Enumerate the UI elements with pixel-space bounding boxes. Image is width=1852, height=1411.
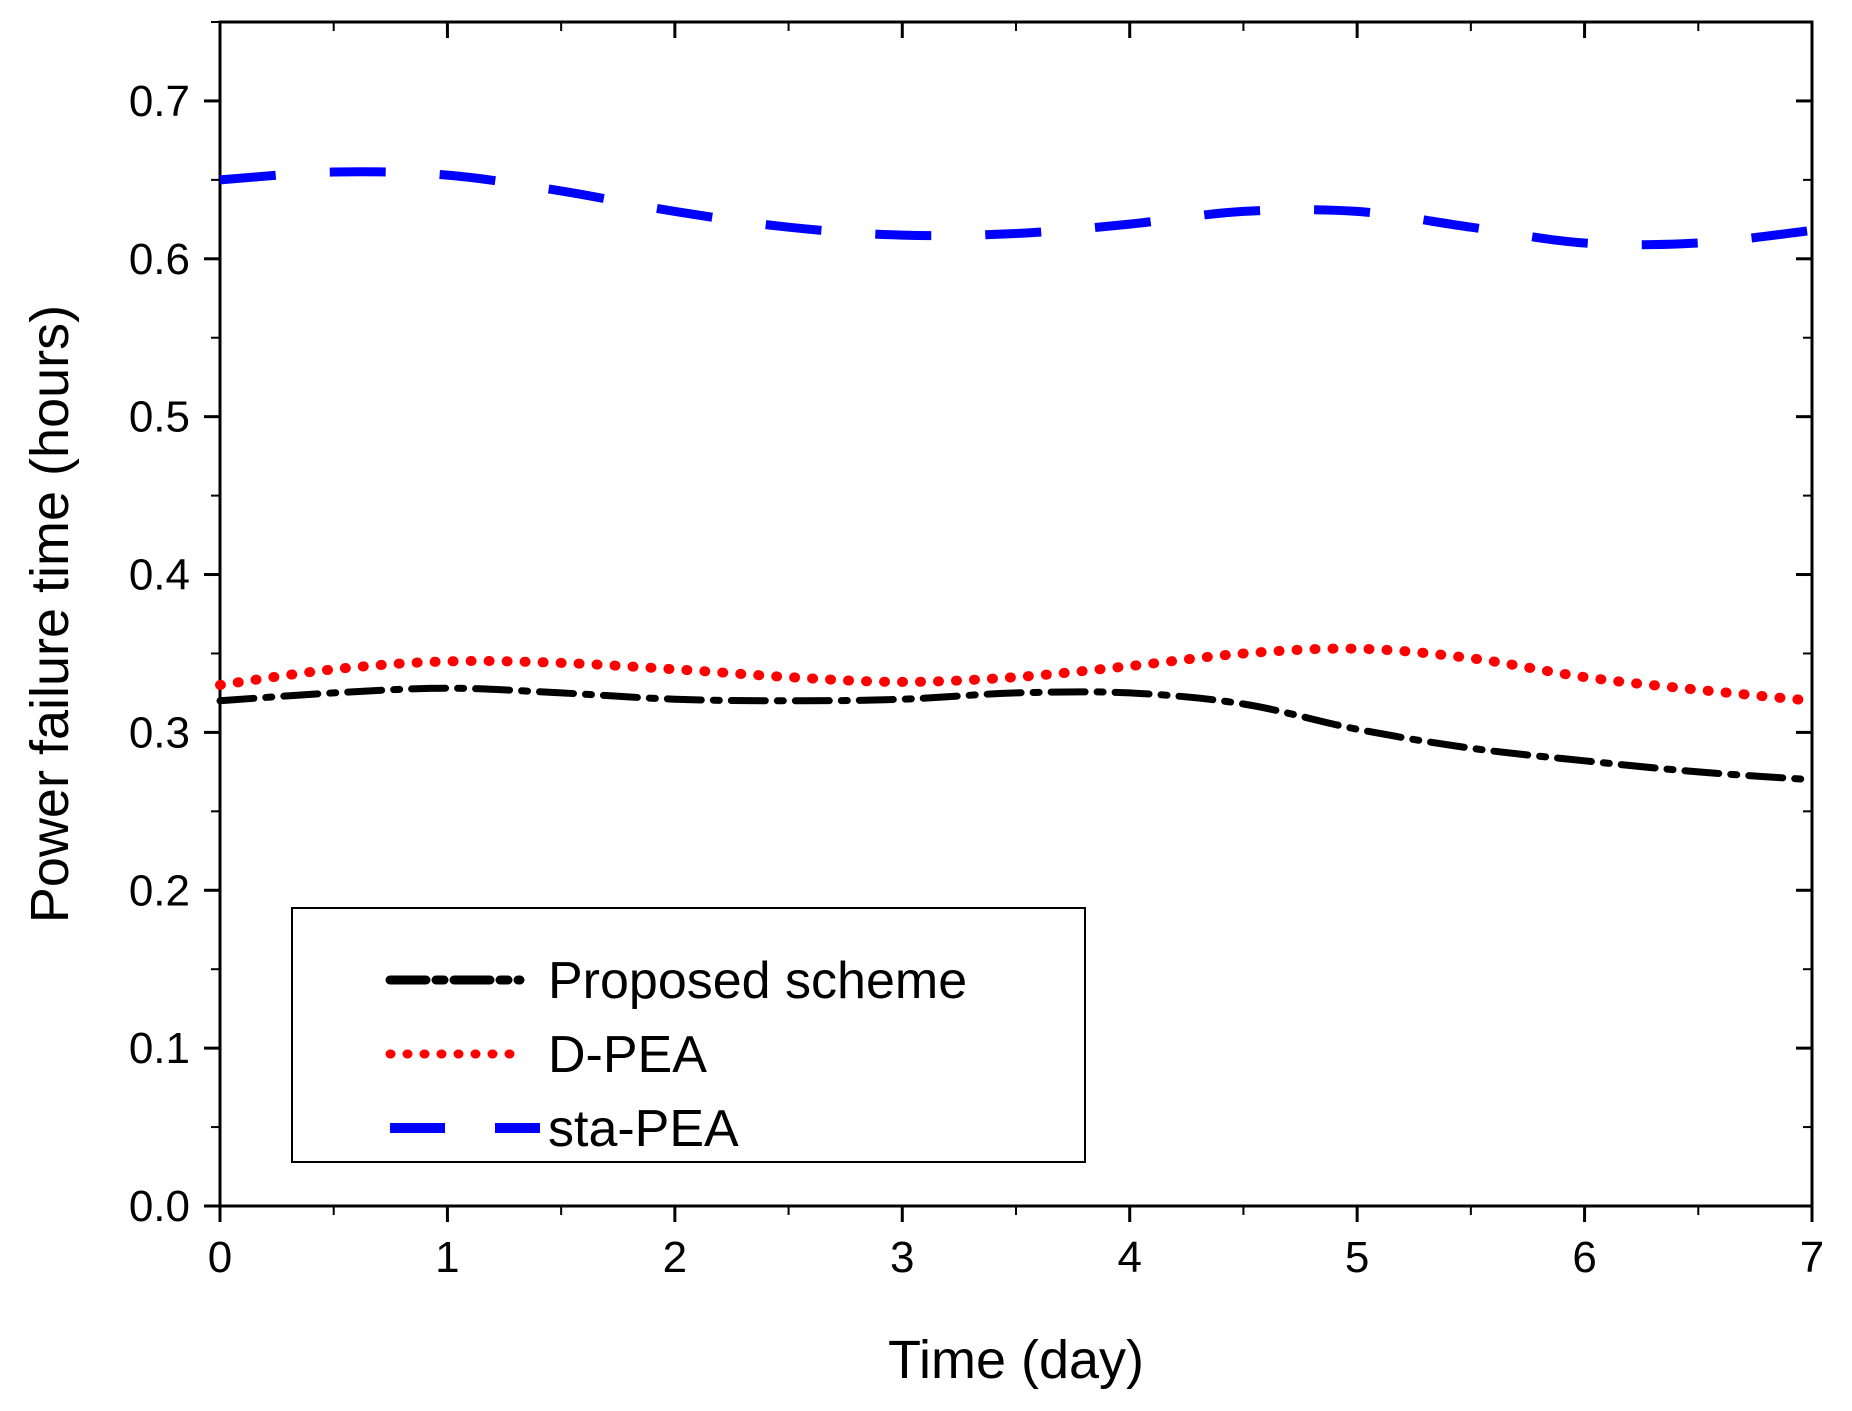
- y-tick-label-0: 0.0: [129, 1182, 190, 1231]
- x-tick-label-0: 0: [208, 1233, 232, 1282]
- y-tick-label-1: 0.1: [129, 1024, 190, 1073]
- y-axis-title: Power failure time (hours): [20, 305, 80, 923]
- y-tick-label-4: 0.4: [129, 551, 190, 600]
- legend-label-proposed: Proposed scheme: [548, 952, 967, 1010]
- series-line-d-pea: [215, 643, 1817, 706]
- x-tick-label-1: 1: [435, 1233, 459, 1282]
- series-lines: [215, 167, 1817, 784]
- x-tick-label-7: 7: [1800, 1233, 1824, 1282]
- x-tick-label-4: 4: [1117, 1233, 1141, 1282]
- series-line-proposed-scheme: [216, 684, 1816, 784]
- y-tick-label-5: 0.5: [129, 393, 190, 442]
- y-tick-label-6: 0.6: [129, 235, 190, 284]
- x-tick-label-3: 3: [890, 1233, 914, 1282]
- x-axis-title: Time (day): [888, 1330, 1144, 1390]
- y-tick-label-3: 0.3: [129, 708, 190, 757]
- x-tick-label-5: 5: [1345, 1233, 1369, 1282]
- legend-label-dpea: D-PEA: [548, 1026, 707, 1084]
- legend-label-stapea: sta-PEA: [548, 1100, 739, 1158]
- axis-ticks: 0 1 2 3 4 5 6 7 0.0 0.1 0.2 0.3 0.4 0.5 0.6 0.7: [129, 21, 1824, 1282]
- legend-box: [291, 907, 1086, 1163]
- legend: Proposed scheme D-PEA sta-PEA: [291, 907, 1086, 1163]
- y-tick-label-2: 0.2: [129, 866, 190, 915]
- x-tick-label-2: 2: [663, 1233, 687, 1282]
- series-line-sta-pea: [219, 167, 1813, 250]
- y-tick-label-7: 0.7: [129, 77, 190, 126]
- x-tick-label-6: 6: [1572, 1233, 1596, 1282]
